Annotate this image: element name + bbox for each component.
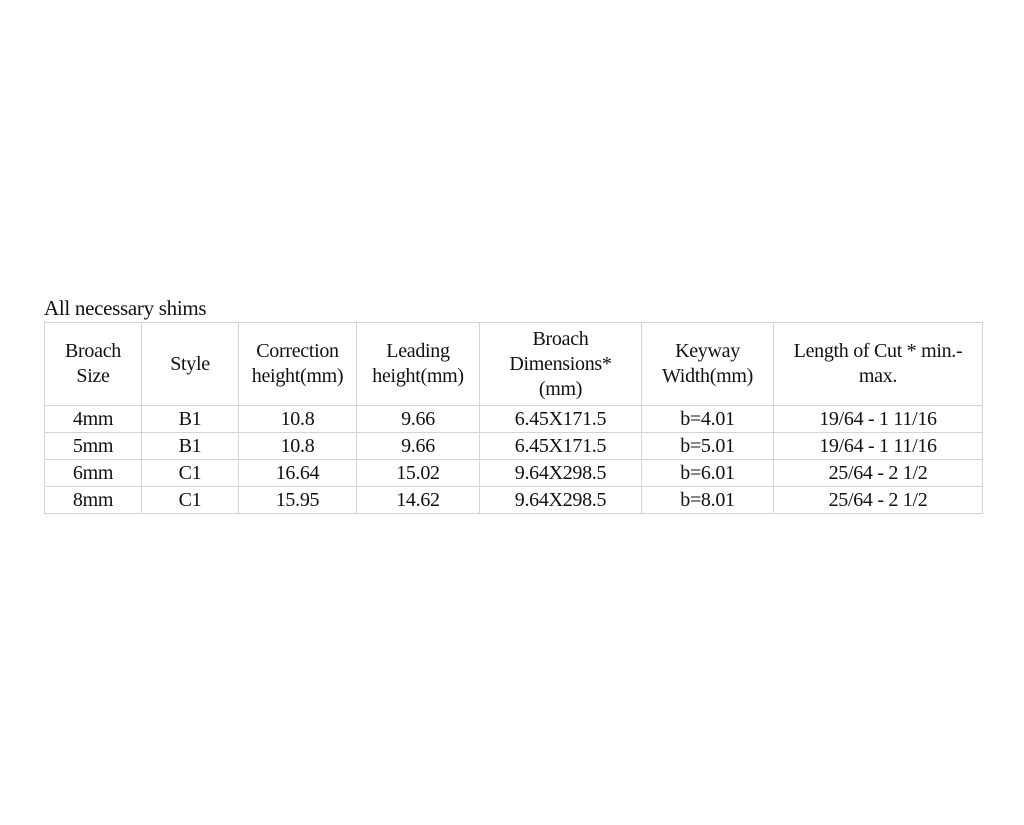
header-line: Broach [65,340,121,362]
table-row: 6mm C1 16.64 15.02 9.64X298.5 b=6.01 25/64 - 2… [44,459,983,487]
table-cell: B1 [141,432,239,460]
header-line: Correction [256,340,339,362]
table-cell: 9.66 [356,432,480,460]
header-line: (mm) [538,377,583,400]
table-cell: 9.64X298.5 [479,486,642,514]
table-cell: b=5.01 [641,432,774,460]
header-line: Width(mm) [662,365,753,387]
header-cell: Length of Cut * min.- max. [773,322,983,406]
table-cell: C1 [141,486,239,514]
caption: All necessary shims [44,296,207,320]
table-cell: 6mm [44,459,142,487]
header-line: Leading [386,340,450,362]
table-cell: 15.95 [238,486,357,514]
table-cell: b=6.01 [641,459,774,487]
table-cell: b=8.01 [641,486,774,514]
table-row: 8mm C1 15.95 14.62 9.64X298.5 b=8.01 25/64 - 2… [44,486,983,514]
table-cell: 6.45X171.5 [479,405,642,433]
header-cell: Keyway Width(mm) [641,322,774,406]
header-line: height(mm) [251,365,344,387]
table-cell: 16.64 [238,459,357,487]
table-cell: 10.8 [238,405,357,433]
table-cell: 9.66 [356,405,480,433]
header-line: Length of Cut * min.- [793,340,963,362]
header-line: height(mm) [372,365,464,387]
table-cell: 10.8 [238,432,357,460]
table-cell: C1 [141,459,239,487]
table-cell: 4mm [44,405,142,433]
header-line: Style [170,352,210,375]
table-cell: 14.62 [356,486,480,514]
table-cell: 25/64 - 2 1/2 [773,459,983,487]
table-cell: b=4.01 [641,405,774,433]
header-cell: Broach Dimensions* (mm) [479,322,642,406]
header-cell: Style [141,322,239,406]
table-cell: 25/64 - 2 1/2 [773,486,983,514]
table-row: 5mm B1 10.8 9.66 6.45X171.5 b=5.01 19/64 - 1 1… [44,432,983,460]
header-row: Broach Size Style Correction height(mm) Leadi… [44,322,983,406]
table-cell: B1 [141,405,239,433]
header-line: Broach [532,327,589,350]
table-row: 4mm B1 10.8 9.66 6.45X171.5 b=4.01 19/64 - 1 1… [44,405,983,433]
header-line: Size [76,365,110,387]
table-cell: 19/64 - 1 11/16 [773,405,983,433]
header-cell: Correction height(mm) [238,322,357,406]
header-cell: Leading height(mm) [356,322,480,406]
table-cell: 15.02 [356,459,480,487]
header-cell: Broach Size [44,322,142,406]
header-line: Keyway [675,340,740,362]
table-cell: 9.64X298.5 [479,459,642,487]
header-line: max. [858,365,898,387]
table-cell: 5mm [44,432,142,460]
table-header: Broach Size Style Correction height(mm) Leadi… [44,322,983,406]
shims-table: Broach Size Style Correction height(mm) Leadi… [44,322,983,514]
header-line: Dimensions* [509,352,612,375]
table-cell: 19/64 - 1 11/16 [773,432,983,460]
table-cell: 8mm [44,486,142,514]
table-cell: 6.45X171.5 [479,432,642,460]
table-body: 4mm B1 10.8 9.66 6.45X171.5 b=4.01 19/64 - 1 1… [44,405,983,514]
